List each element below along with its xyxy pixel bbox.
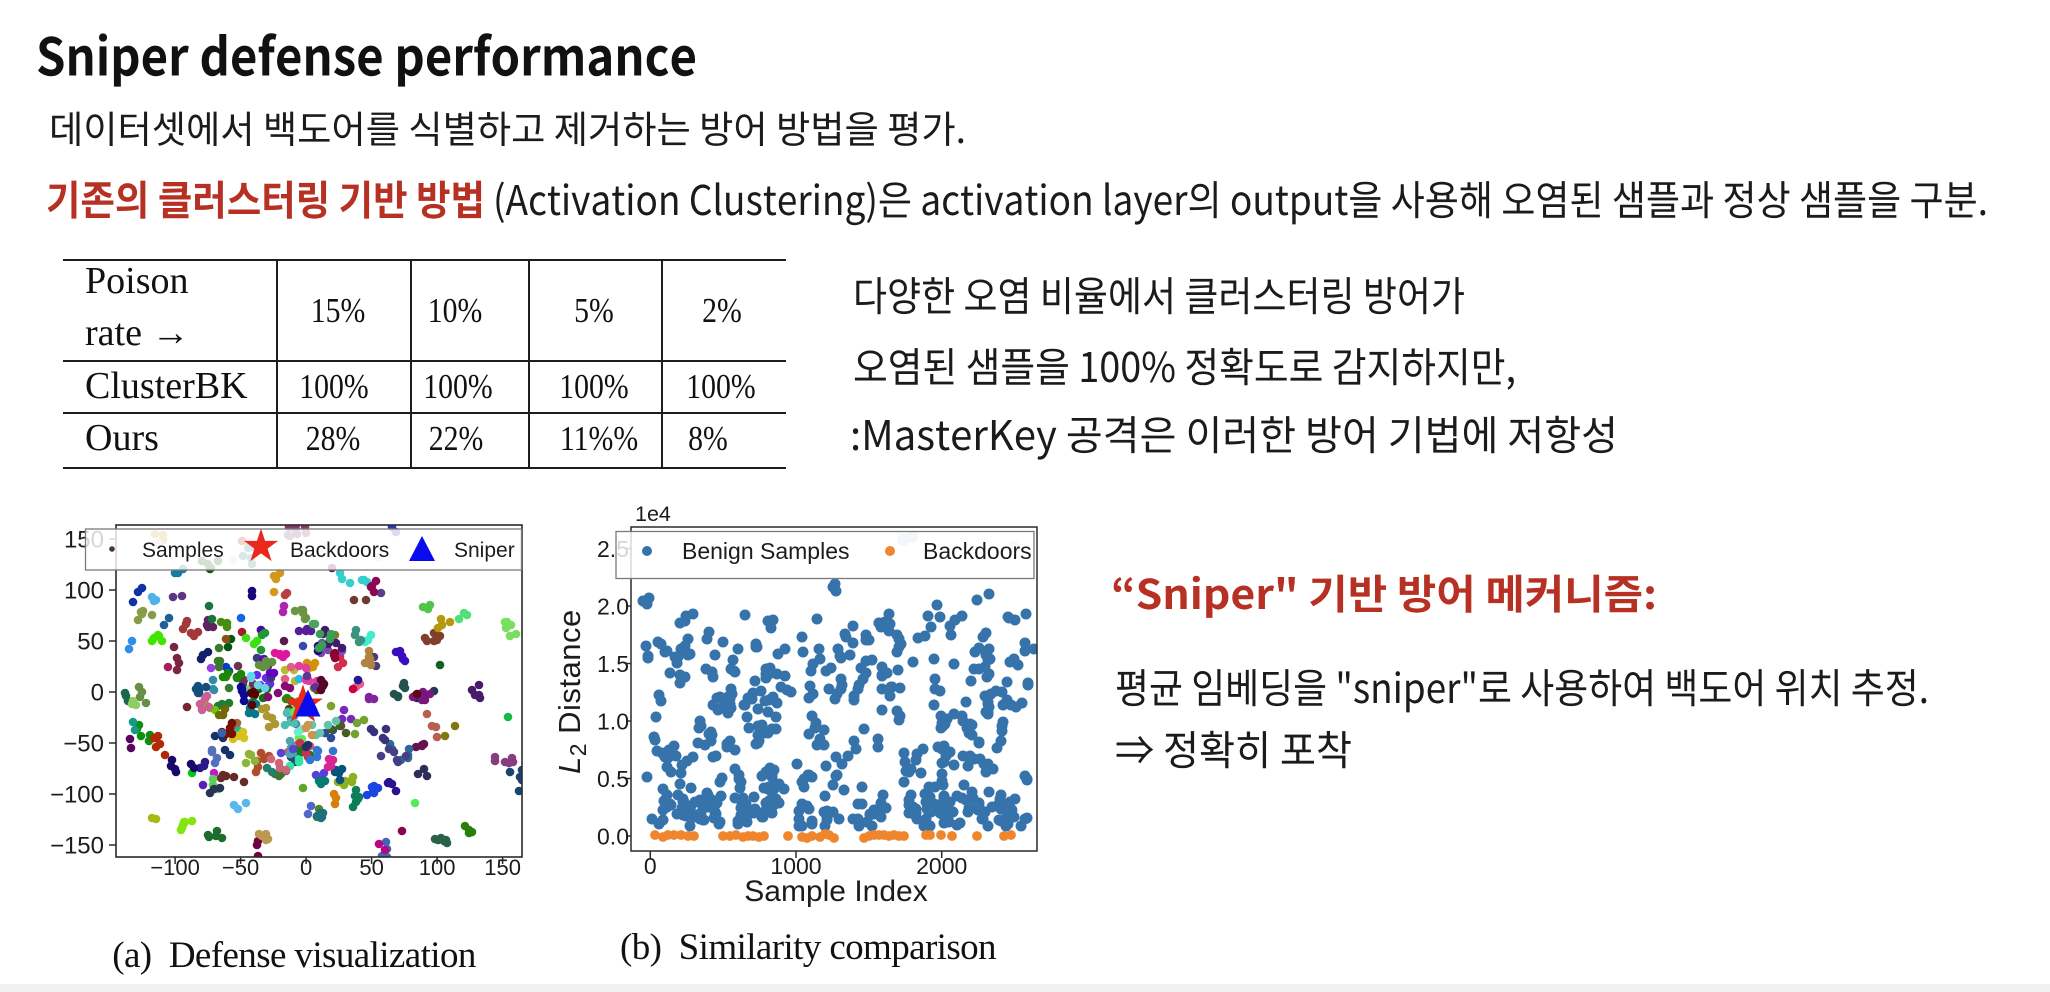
svg-text:1.5: 1.5 bbox=[597, 651, 629, 677]
svg-text:100: 100 bbox=[419, 855, 456, 880]
svg-text:1000: 1000 bbox=[770, 853, 821, 879]
svg-text:2000: 2000 bbox=[916, 853, 967, 879]
svg-text:50: 50 bbox=[77, 629, 104, 656]
svg-text:Backdoors: Backdoors bbox=[290, 539, 389, 562]
svg-text:150: 150 bbox=[484, 855, 521, 880]
svg-text:0: 0 bbox=[644, 853, 657, 879]
svg-text:L2 Distance: L2 Distance bbox=[552, 609, 591, 774]
svg-text:0: 0 bbox=[300, 855, 312, 880]
svg-text:−100: −100 bbox=[150, 855, 200, 880]
svg-text:0: 0 bbox=[91, 680, 104, 707]
svg-text:0.5: 0.5 bbox=[597, 766, 629, 792]
svg-text:1.0: 1.0 bbox=[597, 708, 629, 734]
svg-text:−50: −50 bbox=[63, 731, 104, 758]
svg-text:Backdoors: Backdoors bbox=[923, 538, 1032, 564]
svg-text:−100: −100 bbox=[50, 782, 104, 809]
svg-text:Benign Samples: Benign Samples bbox=[682, 538, 850, 564]
svg-text:1e4: 1e4 bbox=[635, 502, 671, 526]
svg-text:−150: −150 bbox=[50, 833, 104, 860]
svg-text:2.0: 2.0 bbox=[597, 593, 629, 619]
svg-text:−50: −50 bbox=[222, 855, 259, 880]
svg-text:Samples: Samples bbox=[142, 539, 224, 562]
svg-text:50: 50 bbox=[359, 855, 383, 880]
svg-text:Sample Index: Sample Index bbox=[744, 875, 927, 908]
svg-text:Sniper: Sniper bbox=[454, 539, 515, 562]
svg-text:100: 100 bbox=[64, 578, 104, 605]
svg-text:0.0: 0.0 bbox=[597, 823, 629, 849]
